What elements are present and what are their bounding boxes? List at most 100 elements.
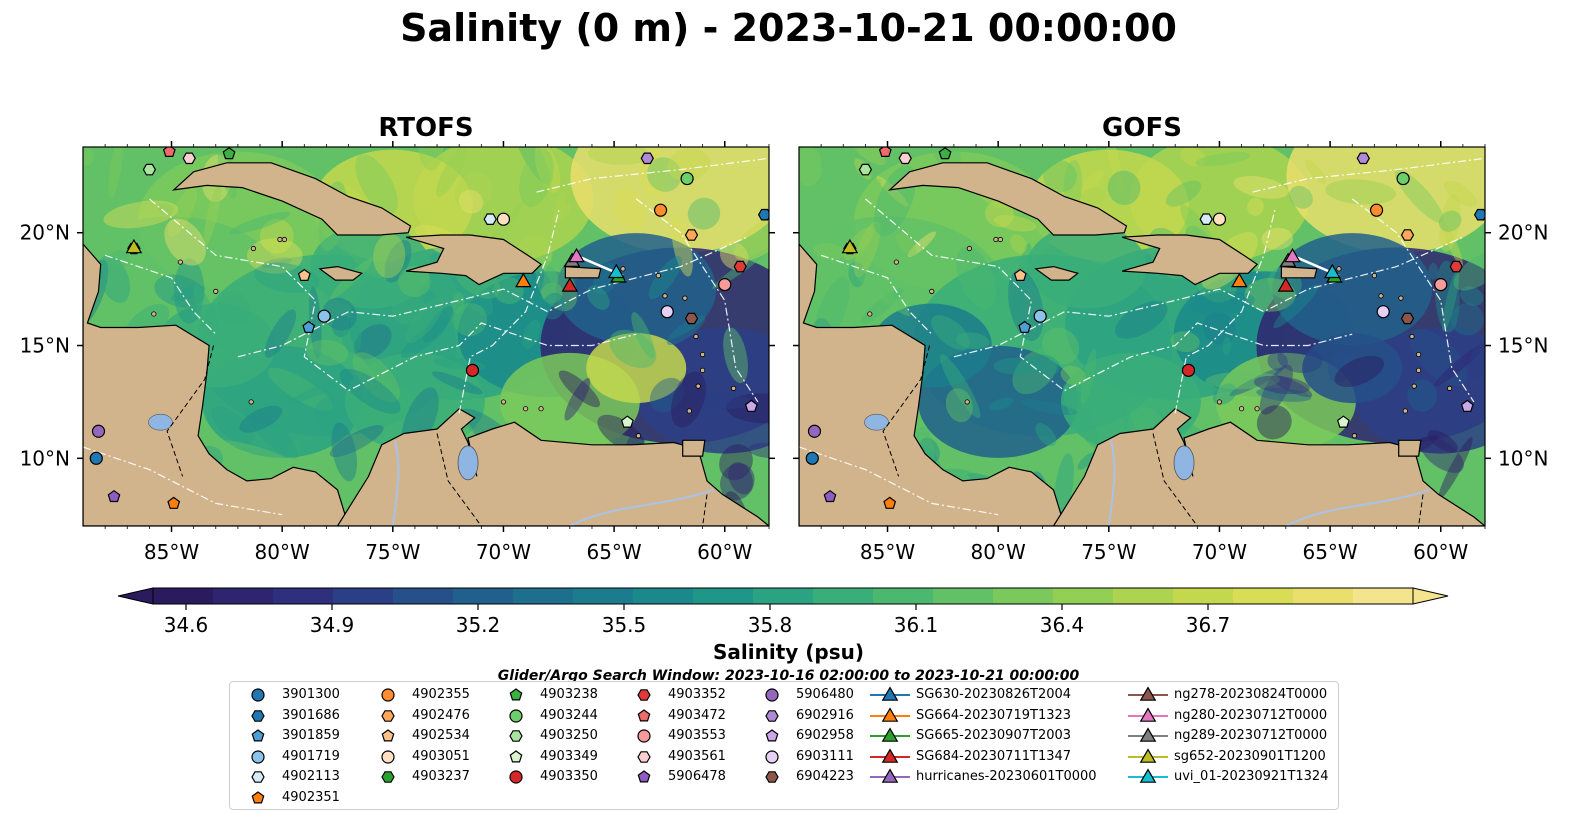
- legend-glider-marker[interactable]: [1139, 768, 1157, 784]
- legend-float-marker[interactable]: [765, 688, 779, 702]
- argo-float-marker[interactable]: [302, 320, 316, 333]
- legend-float-marker[interactable]: [509, 708, 523, 723]
- lat-tick-label-right: 10°N: [1498, 446, 1548, 470]
- legend-glider-marker[interactable]: [1139, 686, 1157, 701]
- legend-glider-marker[interactable]: [1139, 727, 1157, 742]
- argo-float-marker[interactable]: [883, 496, 897, 509]
- legend-float-marker[interactable]: [381, 729, 395, 742]
- argo-float-marker[interactable]: [684, 312, 699, 325]
- map-panel-gofs[interactable]: [742, 99, 1536, 548]
- legend-float-marker[interactable]: [509, 770, 523, 784]
- argo-float-marker[interactable]: [1376, 305, 1390, 319]
- legend-float-marker[interactable]: [509, 750, 523, 763]
- argo-float-marker[interactable]: [653, 203, 668, 217]
- argo-float-marker[interactable]: [1199, 213, 1213, 226]
- argo-float-marker[interactable]: [1018, 320, 1032, 333]
- argo-float-marker[interactable]: [733, 260, 747, 273]
- argo-float-marker[interactable]: [660, 305, 674, 319]
- legend-float-marker[interactable]: [509, 688, 523, 701]
- legend-float-marker[interactable]: [251, 750, 265, 764]
- legend-float-marker[interactable]: [509, 730, 523, 742]
- legend-float-marker[interactable]: [637, 750, 651, 763]
- glider-marker[interactable]: [125, 238, 143, 254]
- legend-float-marker[interactable]: [765, 729, 779, 742]
- legend-glider-marker[interactable]: [881, 706, 899, 722]
- argo-float-marker[interactable]: [1033, 309, 1047, 323]
- argo-float-marker[interactable]: [107, 489, 121, 503]
- legend-float-marker[interactable]: [637, 689, 651, 701]
- map-panel-rtofs[interactable]: [26, 99, 820, 557]
- argo-float-marker[interactable]: [317, 309, 331, 323]
- glider-marker[interactable]: [515, 272, 532, 288]
- argo-float-marker[interactable]: [1473, 208, 1487, 221]
- legend-float-marker[interactable]: [765, 709, 779, 722]
- argo-float-marker[interactable]: [898, 152, 912, 165]
- glider-marker[interactable]: [841, 238, 859, 254]
- legend-float-marker[interactable]: [765, 771, 779, 784]
- argo-float-marker[interactable]: [620, 415, 634, 428]
- legend-glider-marker[interactable]: [1139, 748, 1157, 763]
- argo-float-marker[interactable]: [496, 212, 511, 226]
- legend-glider-marker[interactable]: [881, 768, 899, 784]
- argo-float-marker[interactable]: [680, 171, 694, 186]
- argo-float-marker[interactable]: [483, 213, 497, 226]
- legend-float-marker[interactable]: [637, 729, 651, 743]
- glider-marker[interactable]: [1277, 277, 1295, 292]
- argo-float-marker[interactable]: [1449, 260, 1463, 273]
- legend-float-marker[interactable]: [381, 771, 395, 784]
- argo-float-marker[interactable]: [1212, 212, 1227, 226]
- argo-float-marker[interactable]: [465, 363, 480, 377]
- legend-float-marker[interactable]: [637, 770, 651, 783]
- argo-float-marker[interactable]: [1369, 203, 1384, 217]
- argo-float-marker[interactable]: [1396, 171, 1410, 186]
- legend-float-marker[interactable]: [637, 708, 651, 722]
- legend-glider-marker[interactable]: [1139, 706, 1157, 722]
- argo-float-marker[interactable]: [162, 146, 176, 157]
- argo-float-marker[interactable]: [640, 152, 654, 165]
- argo-float-marker[interactable]: [1400, 312, 1415, 325]
- argo-float-marker[interactable]: [1434, 278, 1448, 292]
- argo-float-marker[interactable]: [878, 146, 892, 157]
- argo-float-marker[interactable]: [142, 163, 157, 176]
- legend-float-marker[interactable]: [251, 688, 265, 702]
- argo-float-marker[interactable]: [718, 278, 732, 292]
- legend-glider-marker[interactable]: [881, 727, 899, 742]
- argo-float-marker[interactable]: [757, 208, 771, 221]
- argo-float-marker[interactable]: [91, 424, 106, 438]
- argo-float-marker[interactable]: [1356, 152, 1370, 165]
- legend-float-marker[interactable]: [765, 750, 779, 764]
- glider-marker[interactable]: [607, 263, 625, 279]
- legend-float-marker[interactable]: [251, 729, 265, 742]
- legend-glider-marker[interactable]: [881, 686, 899, 701]
- legend-float-marker[interactable]: [251, 709, 265, 722]
- legend-float-marker[interactable]: [381, 688, 395, 702]
- argo-float-marker[interactable]: [684, 229, 699, 241]
- argo-float-marker[interactable]: [89, 451, 103, 465]
- legend-float-marker[interactable]: [251, 771, 265, 784]
- glider-marker[interactable]: [1323, 263, 1341, 279]
- argo-float-marker[interactable]: [167, 496, 181, 509]
- argo-float-marker[interactable]: [182, 152, 196, 165]
- argo-float-marker[interactable]: [222, 147, 236, 160]
- legend-float-marker[interactable]: [251, 791, 265, 804]
- argo-float-marker[interactable]: [1181, 363, 1196, 377]
- legend-float-marker[interactable]: [381, 709, 395, 722]
- argo-float-marker[interactable]: [938, 147, 952, 160]
- argo-float-marker[interactable]: [1400, 229, 1415, 241]
- legend-float-marker[interactable]: [381, 750, 395, 764]
- argo-float-marker[interactable]: [1460, 399, 1474, 412]
- argo-float-marker[interactable]: [823, 489, 837, 503]
- legend-glider-marker[interactable]: [881, 748, 899, 763]
- argo-float-marker[interactable]: [297, 268, 311, 281]
- argo-float-marker[interactable]: [744, 399, 758, 412]
- argo-float-marker[interactable]: [1013, 268, 1027, 281]
- legend-label: ng289-20230712T0000: [1174, 728, 1328, 744]
- glider-marker[interactable]: [1284, 247, 1301, 263]
- argo-float-marker[interactable]: [1336, 415, 1350, 428]
- glider-marker[interactable]: [568, 247, 585, 263]
- glider-marker[interactable]: [1231, 272, 1248, 288]
- argo-float-marker[interactable]: [858, 163, 873, 176]
- glider-marker[interactable]: [561, 277, 579, 292]
- argo-float-marker[interactable]: [805, 451, 819, 465]
- argo-float-marker[interactable]: [807, 424, 822, 438]
